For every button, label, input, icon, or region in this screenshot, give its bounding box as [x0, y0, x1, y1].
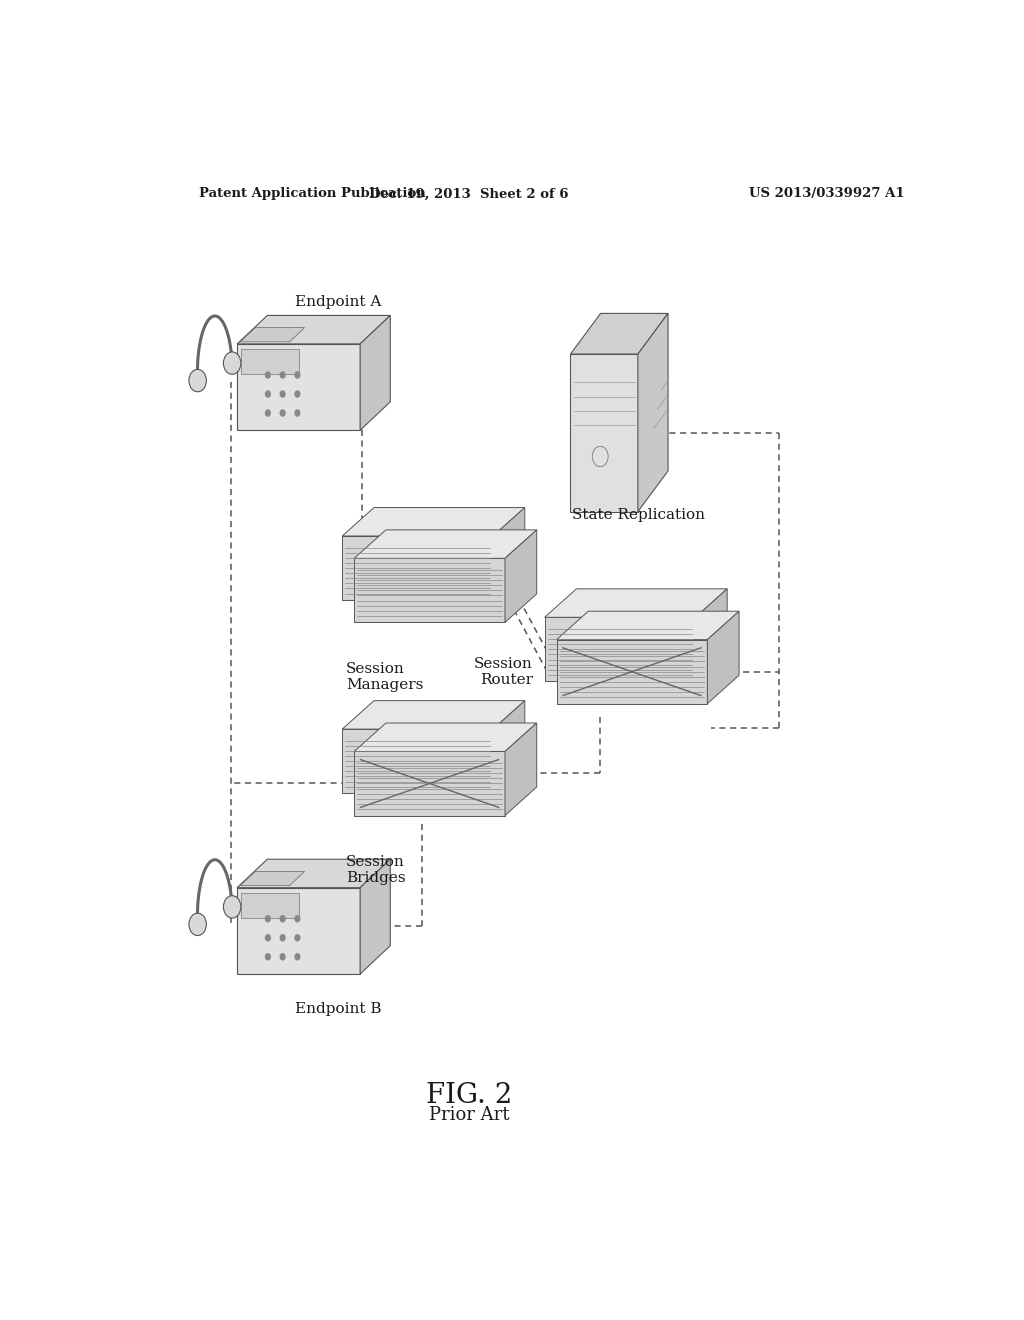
Circle shape: [281, 916, 285, 921]
Circle shape: [265, 411, 270, 416]
Circle shape: [592, 446, 608, 467]
Text: Endpoint A: Endpoint A: [295, 294, 381, 309]
Polygon shape: [238, 315, 390, 345]
Polygon shape: [708, 611, 739, 704]
Circle shape: [223, 352, 241, 375]
Circle shape: [265, 372, 270, 378]
Text: Session
Router: Session Router: [474, 656, 532, 686]
Text: State Replication: State Replication: [572, 508, 706, 521]
Circle shape: [265, 916, 270, 921]
Circle shape: [281, 954, 285, 960]
Circle shape: [265, 935, 270, 941]
Polygon shape: [557, 611, 739, 640]
Circle shape: [223, 896, 241, 917]
Polygon shape: [238, 887, 360, 974]
Circle shape: [295, 916, 300, 921]
Text: Session
Bridges: Session Bridges: [346, 854, 406, 884]
Polygon shape: [354, 529, 537, 558]
Circle shape: [295, 954, 300, 960]
Text: Endpoint B: Endpoint B: [295, 1002, 381, 1016]
Polygon shape: [505, 723, 537, 816]
Polygon shape: [342, 701, 524, 729]
Circle shape: [281, 372, 285, 378]
Polygon shape: [342, 536, 494, 601]
Polygon shape: [354, 751, 505, 816]
Polygon shape: [505, 529, 537, 623]
Circle shape: [295, 411, 300, 416]
Polygon shape: [241, 892, 299, 917]
Polygon shape: [354, 723, 537, 751]
Polygon shape: [354, 558, 505, 623]
Circle shape: [295, 391, 300, 397]
Polygon shape: [342, 507, 524, 536]
Circle shape: [295, 935, 300, 941]
Polygon shape: [494, 701, 524, 793]
Polygon shape: [695, 589, 727, 681]
Polygon shape: [238, 345, 360, 430]
Polygon shape: [238, 859, 390, 887]
Polygon shape: [557, 640, 708, 704]
Text: US 2013/0339927 A1: US 2013/0339927 A1: [749, 187, 904, 201]
Text: FIG. 2: FIG. 2: [426, 1082, 512, 1109]
Circle shape: [188, 913, 207, 936]
Polygon shape: [545, 589, 727, 618]
Circle shape: [265, 391, 270, 397]
Text: Dec. 19, 2013  Sheet 2 of 6: Dec. 19, 2013 Sheet 2 of 6: [370, 187, 569, 201]
Polygon shape: [570, 313, 668, 354]
Text: Patent Application Publication: Patent Application Publication: [200, 187, 426, 201]
Circle shape: [281, 411, 285, 416]
Polygon shape: [241, 348, 299, 374]
Text: Session
Managers: Session Managers: [346, 661, 424, 692]
Polygon shape: [360, 859, 390, 974]
Circle shape: [281, 391, 285, 397]
Polygon shape: [360, 315, 390, 430]
Polygon shape: [241, 871, 304, 886]
Polygon shape: [570, 354, 638, 512]
Polygon shape: [342, 729, 494, 793]
Circle shape: [265, 954, 270, 960]
Polygon shape: [241, 327, 304, 342]
Polygon shape: [638, 313, 668, 512]
Circle shape: [188, 370, 207, 392]
Polygon shape: [494, 507, 524, 601]
Circle shape: [281, 935, 285, 941]
Polygon shape: [545, 618, 695, 681]
Circle shape: [295, 372, 300, 378]
Text: Prior Art: Prior Art: [429, 1106, 510, 1123]
